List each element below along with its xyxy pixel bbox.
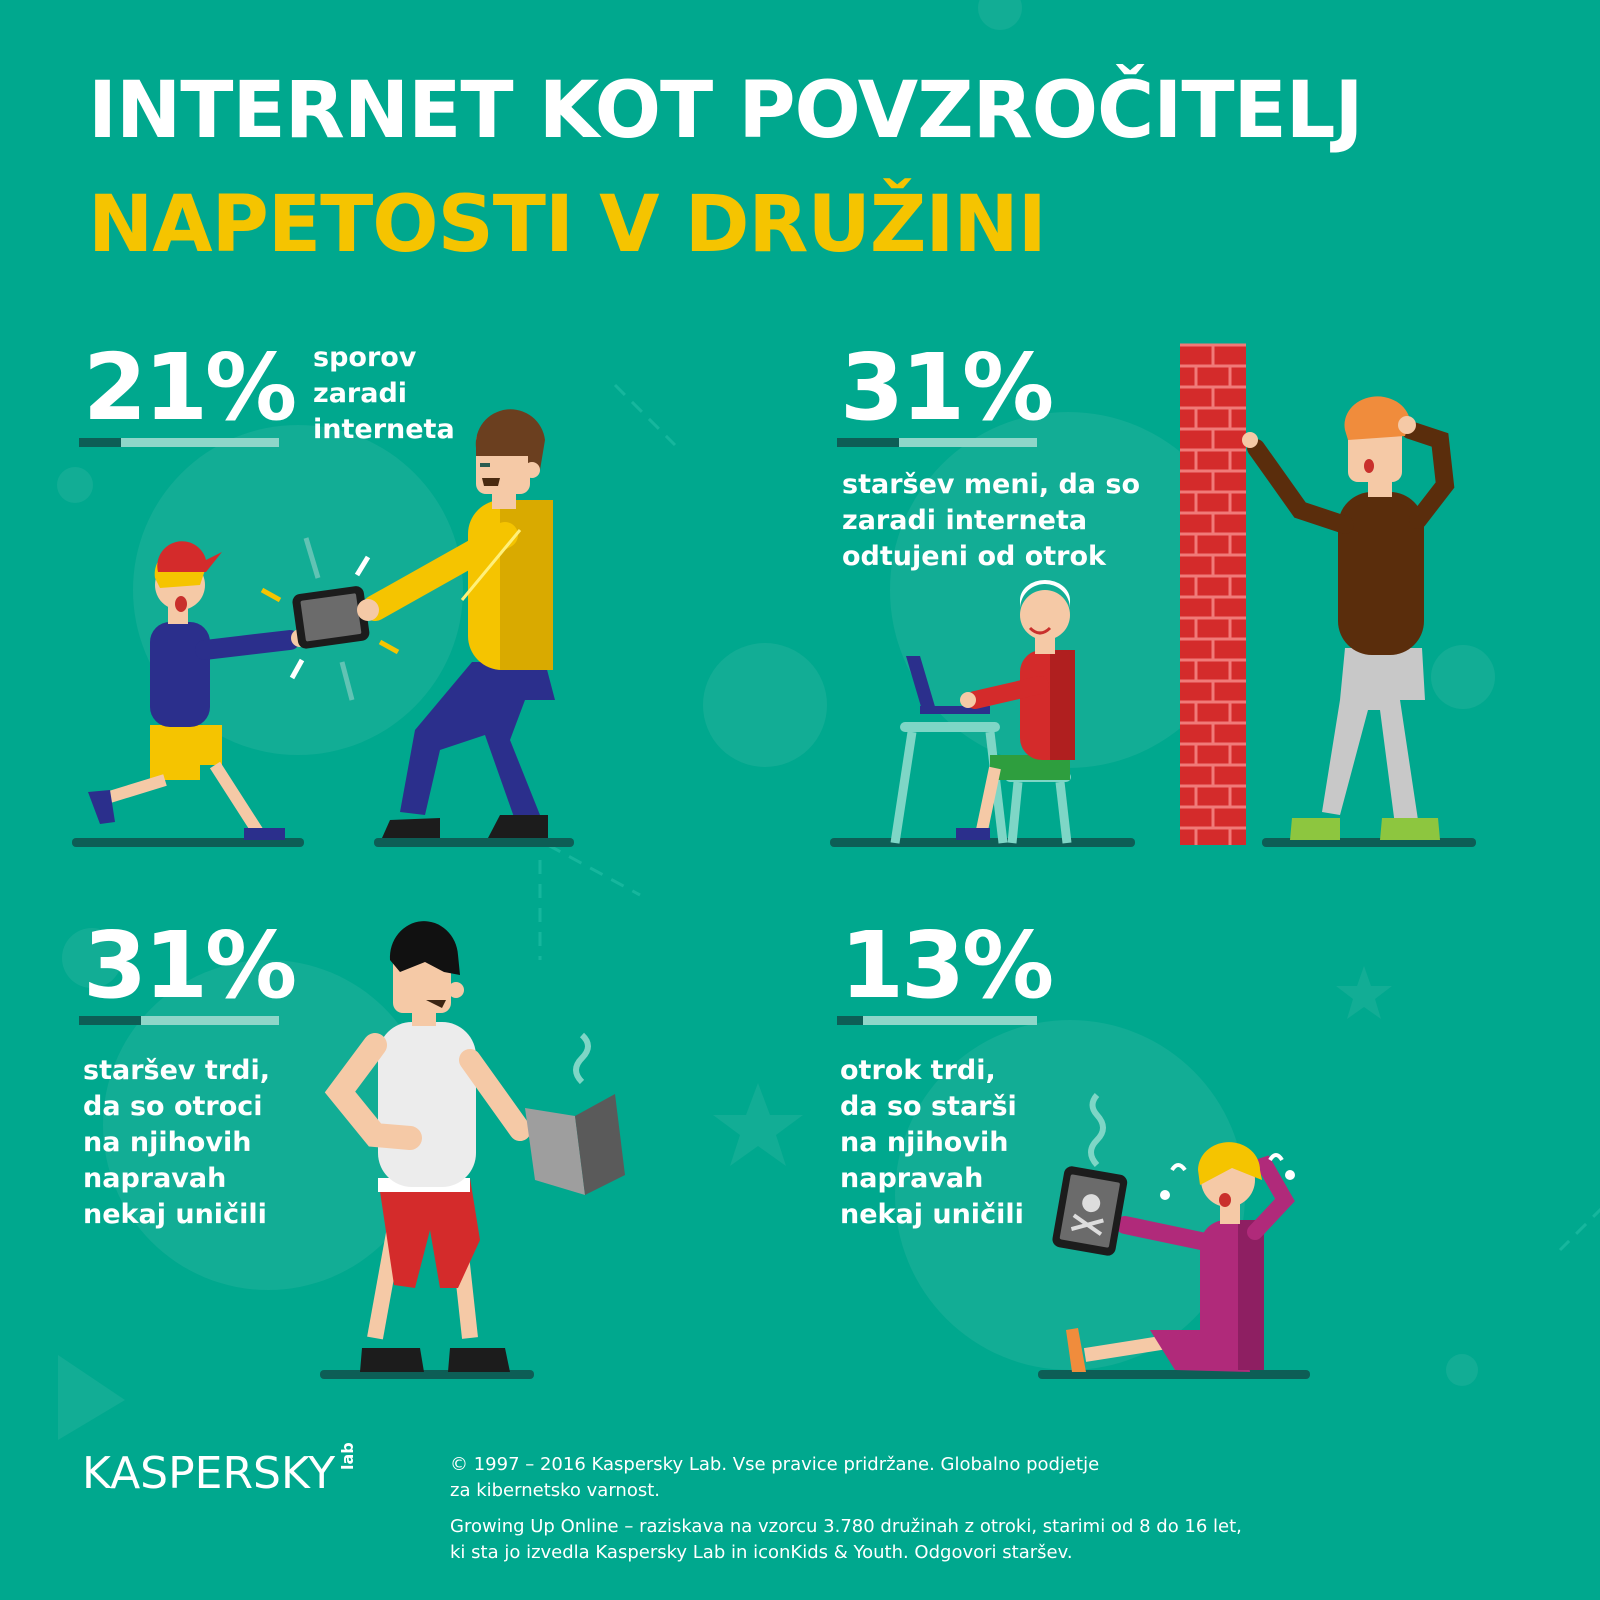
title-line-1: INTERNET KOT POVZROČITELJ [88, 66, 1364, 156]
stat-1-description: sporov zaradi interneta [313, 340, 455, 448]
stat-4-percent: 13% [840, 912, 1054, 1019]
stat-3-line: nekaj uničili [83, 1199, 267, 1230]
stat-3-line: na njihovih [83, 1127, 252, 1158]
stat-2-line: zaradi interneta [842, 505, 1088, 536]
stat-1-line: zaradi [313, 378, 408, 409]
footer-copyright: © 1997 – 2016 Kaspersky Lab. Vse pravice… [450, 1452, 1099, 1504]
footer-copyright-line: © 1997 – 2016 Kaspersky Lab. Vse pravice… [450, 1454, 1100, 1475]
stat-4-bar [837, 1016, 1037, 1025]
stat-2-line: staršev meni, da so [842, 469, 1141, 500]
stat-2-bar [837, 438, 1037, 447]
stat-3-percent: 31% [83, 912, 297, 1019]
stat-2-bar-fill [837, 438, 899, 447]
stat-3-line: da so otroci [83, 1091, 263, 1122]
footer-copyright-line: za kibernetsko varnost. [450, 1480, 660, 1501]
stat-3-line: napravah [83, 1163, 227, 1194]
stat-4-line: napravah [840, 1163, 984, 1194]
kaspersky-logo-lab: lab [338, 1442, 357, 1470]
stat-2-description: staršev meni, da so zaradi interneta odt… [842, 467, 1140, 575]
stat-1-bar [79, 438, 279, 447]
footer-survey: Growing Up Online – raziskava na vzorcu … [450, 1514, 1242, 1566]
footer-survey-line: Growing Up Online – raziskava na vzorcu … [450, 1516, 1242, 1537]
kaspersky-logo: KASPERSKY [82, 1448, 336, 1499]
stat-3-bar [79, 1016, 279, 1025]
stat-3-line: staršev trdi, [83, 1055, 270, 1086]
stat-1-bar-fill [79, 438, 121, 447]
stat-3-bar-fill [79, 1016, 141, 1025]
stat-4-description: otrok trdi, da so starši na njihovih nap… [840, 1053, 1024, 1233]
footer-survey-line: ki sta jo izvedla Kaspersky Lab in iconK… [450, 1542, 1073, 1563]
stat-4-bar-fill [837, 1016, 863, 1025]
stat-4-line: otrok trdi, [840, 1055, 996, 1086]
stat-2-line: odtujeni od otrok [842, 541, 1107, 572]
stat-4-line: nekaj uničili [840, 1199, 1024, 1230]
stat-3-description: staršev trdi, da so otroci na njihovih n… [83, 1053, 270, 1233]
stat-1-line: interneta [313, 414, 455, 445]
stat-4-line: da so starši [840, 1091, 1017, 1122]
stat-1-line: sporov [313, 342, 417, 373]
stat-4-line: na njihovih [840, 1127, 1009, 1158]
stat-2-percent: 31% [840, 334, 1054, 441]
title-line-2: NAPETOSTI V DRUŽINI [88, 180, 1047, 270]
stat-1-percent: 21% [83, 334, 297, 441]
